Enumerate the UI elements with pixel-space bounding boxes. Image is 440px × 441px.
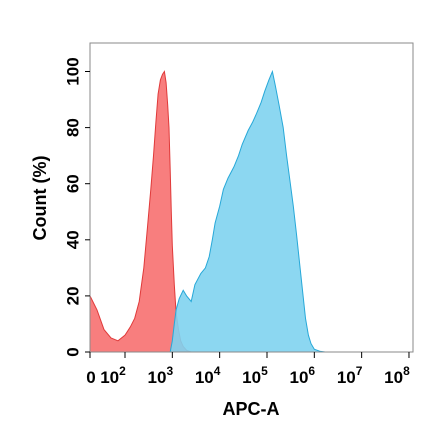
histogram-series-2 — [169, 69, 326, 353]
y-tick-label: 20 — [63, 286, 82, 305]
y-axis: 0 20 40 60 80 100 — [63, 57, 90, 357]
plot-frame — [89, 42, 414, 353]
histogram-series-layer — [89, 69, 326, 353]
x-tick-label: 108 — [384, 364, 410, 387]
x-tick-label: 0 — [86, 368, 95, 387]
y-tick-label: 80 — [63, 118, 82, 137]
y-tick-label: 60 — [63, 174, 82, 193]
x-tick-label: 106 — [290, 364, 316, 387]
x-tick-label: 105 — [242, 364, 268, 387]
x-tick-label: 103 — [148, 364, 174, 387]
x-tick-base: 10 — [384, 368, 403, 387]
x-tick-base: 10 — [337, 368, 356, 387]
y-tick-label: 0 — [63, 347, 82, 356]
x-axis-title: APC-A — [223, 399, 280, 419]
x-tick-exponent: 7 — [356, 364, 363, 378]
x-tick-base: 10 — [290, 368, 309, 387]
x-tick-label: 102 — [100, 364, 126, 387]
x-tick-label: 107 — [337, 364, 363, 387]
x-tick-base: 10 — [242, 368, 261, 387]
x-tick-exponent: 8 — [403, 364, 410, 378]
x-tick-label: 104 — [195, 364, 221, 387]
y-tick-label: 40 — [63, 230, 82, 249]
x-tick-exponent: 4 — [214, 364, 221, 378]
x-tick-exponent: 6 — [308, 364, 315, 378]
y-axis-title: Count (%) — [30, 156, 50, 241]
x-axis: 0 102 103 104 105 106 107 108 — [86, 352, 410, 387]
x-tick-exponent: 3 — [166, 364, 173, 378]
x-tick-base: 10 — [195, 368, 214, 387]
y-tick-label: 100 — [63, 57, 82, 85]
x-tick-exponent: 2 — [119, 364, 126, 378]
x-tick-base: 10 — [148, 368, 167, 387]
x-tick-base: 10 — [100, 368, 119, 387]
x-tick-exponent: 5 — [261, 364, 268, 378]
